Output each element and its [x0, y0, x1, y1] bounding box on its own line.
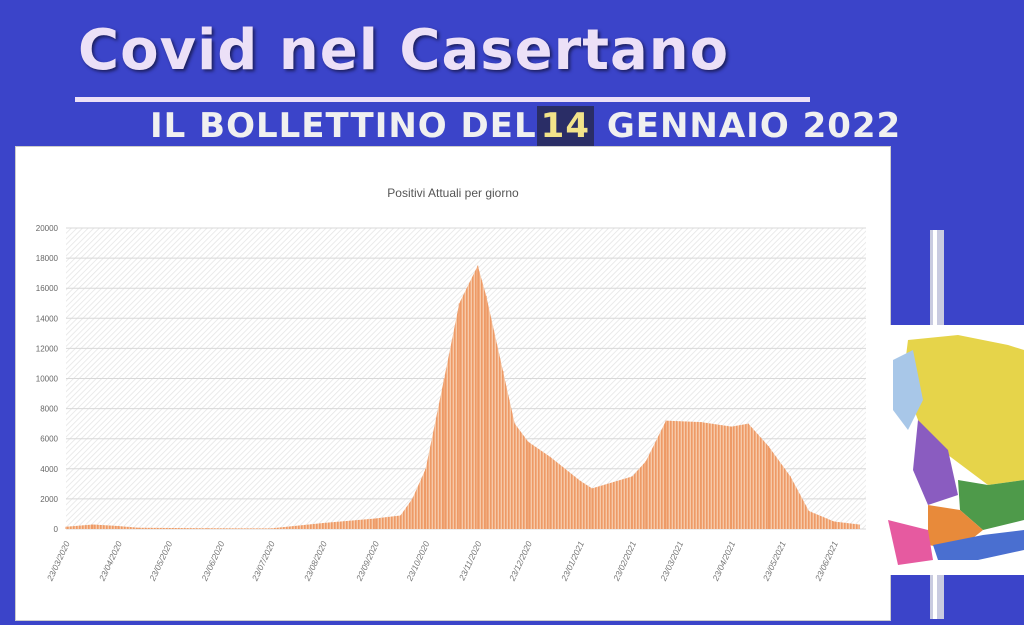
x-tick-label: 23/12/2020: [507, 539, 535, 583]
x-tick-label: 23/04/2020: [96, 539, 124, 583]
y-tick-label: 16000: [36, 284, 59, 293]
positivi-chart: Positivi Attuali per giorno 0 2000 4000 600…: [36, 186, 866, 583]
x-tick-label: 23/05/2021: [760, 539, 788, 583]
x-tick-label: 23/04/2021: [710, 539, 738, 583]
chart-title: Positivi Attuali per giorno: [387, 186, 519, 200]
subtitle-suffix: GENNAIO 2022: [606, 106, 902, 146]
x-tick-label: 23/02/2021: [611, 539, 639, 583]
y-tick-label: 18000: [36, 254, 59, 263]
subtitle-day: 14: [536, 106, 594, 146]
x-tick-label: 23/09/2020: [354, 539, 382, 583]
y-tick-label: 14000: [36, 314, 59, 323]
y-tick-label: 20000: [36, 224, 59, 233]
x-tick-label: 23/11/2020: [456, 539, 483, 582]
y-tick-label: 10000: [36, 375, 59, 384]
province-map: [888, 230, 1024, 619]
y-tick-label: 4000: [40, 465, 58, 474]
x-tick-label: 23/05/2020: [147, 539, 175, 583]
page-title: Covid nel Casertano: [78, 18, 730, 83]
x-tick-label: 23/10/2020: [404, 539, 432, 583]
series-area: [66, 265, 860, 529]
x-tick-label: 23/08/2020: [301, 539, 329, 583]
y-tick-label: 6000: [40, 435, 58, 444]
x-tick-label: 23/07/2020: [249, 539, 277, 583]
title-underline: [75, 97, 810, 102]
subtitle: IL BOLLETTINO DEL 14 GENNAIO 2022: [150, 106, 901, 146]
subtitle-prefix: IL BOLLETTINO DEL: [150, 106, 537, 146]
chart-panel: Positivi Attuali per giorno 0 2000 4000 600…: [15, 146, 891, 621]
x-tick-label: 23/01/2021: [559, 539, 587, 583]
x-tick-label: 23/03/2021: [658, 539, 686, 583]
x-tick-label: 23/06/2021: [812, 539, 840, 583]
y-tick-label: 2000: [40, 495, 58, 504]
y-tick-label: 8000: [40, 405, 58, 414]
y-tick-label: 12000: [36, 344, 59, 353]
y-tick-label: 0: [54, 525, 59, 534]
x-tick-label: 23/06/2020: [199, 539, 227, 583]
x-tick-label: 23/03/2020: [44, 539, 72, 583]
